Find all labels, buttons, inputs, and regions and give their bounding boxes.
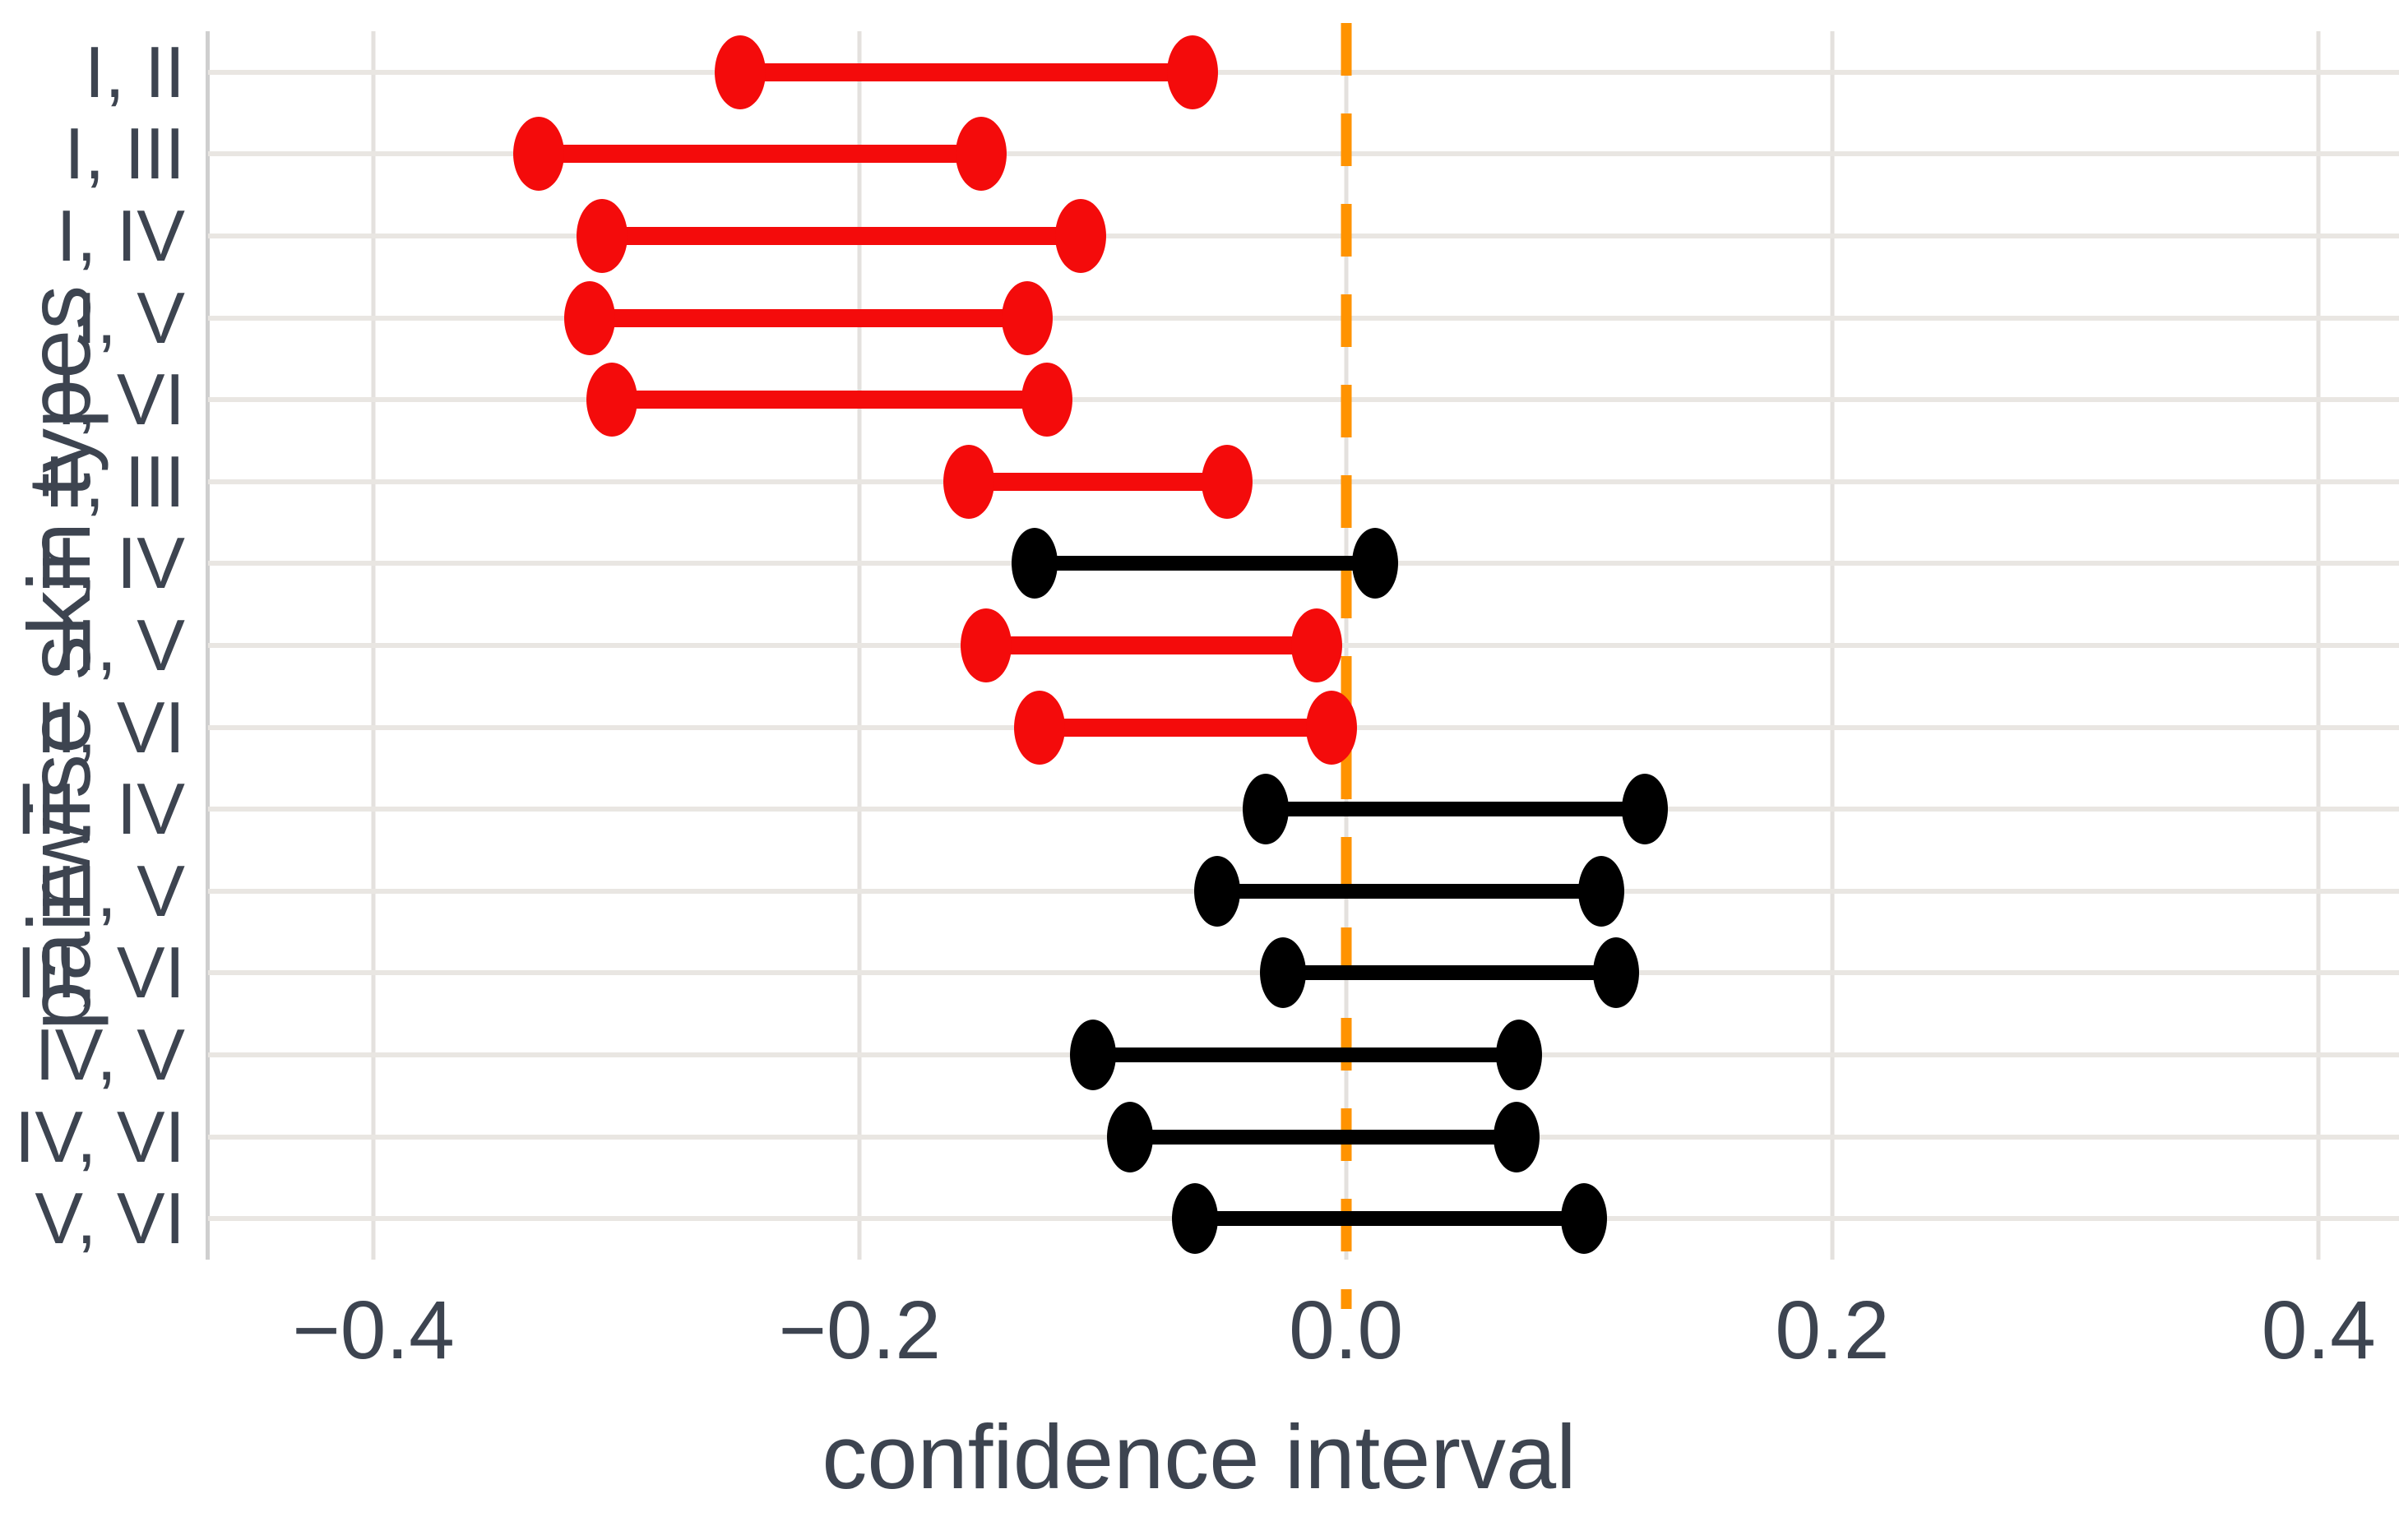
interval-dot-low: [1012, 528, 1058, 599]
interval-dot-high: [956, 117, 1007, 192]
y-axis-spine: [206, 31, 210, 1260]
interval-dot-high: [1167, 35, 1219, 109]
horizontal-gridline: [208, 69, 2399, 75]
interval-line: [969, 472, 1227, 491]
interval-dot-high: [1291, 608, 1343, 682]
x-axis-label: confidence interval: [822, 1407, 1577, 1508]
interval-line: [539, 145, 982, 164]
interval-line: [1282, 965, 1616, 981]
interval-line: [1266, 802, 1646, 817]
interval-line: [1093, 1047, 1519, 1062]
horizontal-gridline: [208, 397, 2399, 403]
horizontal-gridline: [208, 315, 2399, 321]
y-tick-label: II, III: [44, 440, 185, 522]
interval-dot-high: [1495, 1020, 1542, 1090]
interval-dot-low: [513, 117, 565, 192]
plot-area: [206, 23, 2399, 1309]
y-tick-label: III, V: [36, 849, 185, 932]
zero-reference-line: [1341, 23, 1352, 1309]
y-tick-label: I, II: [84, 30, 185, 113]
x-tick-label: 0.2: [1775, 1284, 1890, 1376]
interval-line: [601, 227, 1081, 245]
interval-dot-high: [1622, 774, 1669, 845]
interval-dot-high: [1578, 855, 1625, 927]
interval-dot-high: [1055, 199, 1107, 273]
interval-dot-high: [1021, 363, 1072, 437]
interval-dot-high: [1493, 1101, 1540, 1172]
interval-dot-low: [715, 35, 766, 109]
interval-line: [1035, 556, 1376, 571]
interval-line: [1216, 883, 1602, 899]
interval-dot-low: [1193, 855, 1240, 927]
y-tick-label: III, IV: [16, 768, 185, 850]
interval-dot-low: [1172, 1183, 1219, 1255]
interval-dot-high: [1201, 444, 1253, 519]
y-tick-label: I, VI: [56, 358, 186, 441]
interval-dot-low: [576, 199, 628, 273]
x-tick-label: −0.4: [292, 1284, 455, 1376]
interval-dot-low: [943, 444, 995, 519]
interval-line: [1040, 718, 1331, 737]
horizontal-gridline: [208, 479, 2399, 484]
interval-dot-high: [1592, 937, 1639, 1009]
y-tick-label: IV, V: [35, 1014, 185, 1095]
interval-dot-low: [961, 608, 1012, 682]
y-tick-label: V, VI: [35, 1177, 185, 1260]
x-tick-label: 0.4: [2261, 1284, 2376, 1376]
horizontal-gridline: [208, 234, 2399, 238]
y-tick-label: III, VI: [16, 932, 185, 1014]
y-tick-label: I, V: [76, 276, 185, 358]
interval-dot-low: [1106, 1101, 1153, 1172]
interval-dot-low: [586, 363, 637, 437]
interval-dot-low: [564, 280, 616, 355]
interval-dot-low: [1070, 1020, 1117, 1090]
interval-dot-low: [1014, 690, 1066, 765]
interval-dot-high: [1561, 1183, 1608, 1255]
interval-dot-high: [1352, 528, 1399, 599]
interval-dot-high: [1305, 690, 1357, 765]
y-tick-label: I, III: [64, 113, 185, 195]
horizontal-gridline: [208, 151, 2399, 157]
y-tick-label: I, IV: [56, 195, 186, 276]
interval-dot-low: [1243, 774, 1290, 845]
interval-line: [611, 391, 1047, 409]
interval-line: [986, 636, 1318, 654]
y-tick-label: IV, VI: [14, 1095, 185, 1177]
y-tick-label: II, IV: [36, 522, 185, 604]
interval-line: [590, 308, 1028, 327]
y-tick-label: II, V: [56, 604, 186, 686]
interval-dot-low: [1259, 937, 1306, 1009]
interval-line: [1195, 1211, 1585, 1227]
interval-line: [740, 62, 1193, 81]
interval-dot-high: [1002, 280, 1054, 355]
y-tick-labels: I, II I, III I, IV I, V I, VI II, III II, IV II…: [0, 31, 185, 1260]
interval-line: [1129, 1129, 1517, 1145]
y-tick-label: II, VI: [36, 686, 185, 768]
x-tick-label: −0.2: [778, 1284, 942, 1376]
x-tick-labels: −0.4 −0.2 0.0 0.2 0.4: [208, 1289, 2387, 1396]
